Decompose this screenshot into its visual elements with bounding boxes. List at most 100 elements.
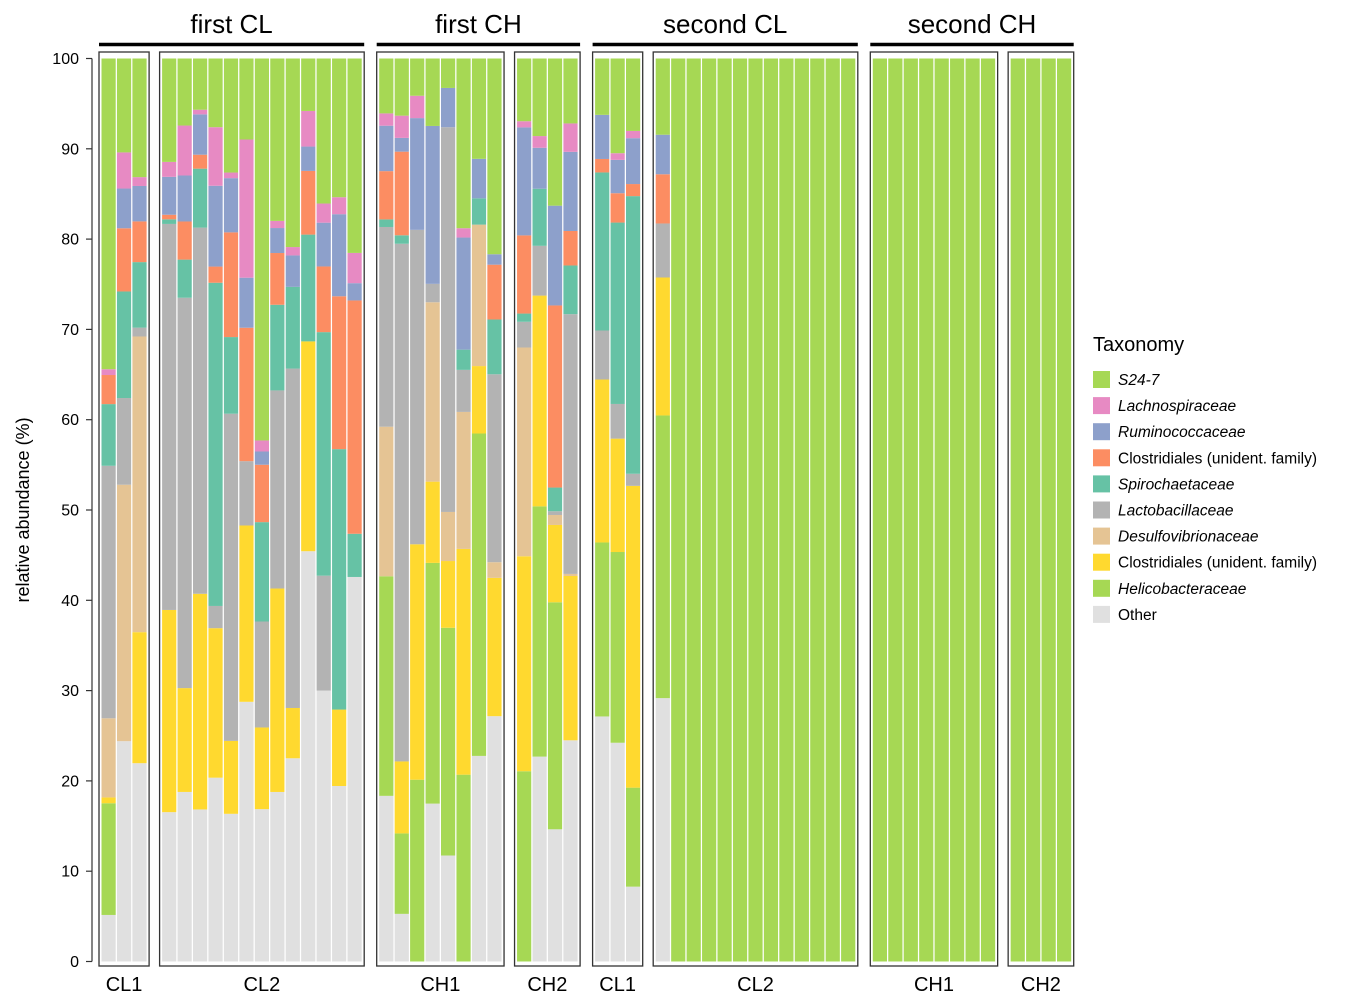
sample-bar bbox=[547, 58, 563, 962]
bar-segment-desulfovibrionaceae bbox=[116, 484, 132, 742]
bar-segment-lactobacillaceae bbox=[116, 398, 132, 485]
bar-segment-clostridiales-unident-family bbox=[193, 593, 208, 810]
sample-bar bbox=[825, 58, 840, 962]
legend-label: Lachnospiraceae bbox=[1118, 398, 1236, 415]
y-tick-label: 90 bbox=[61, 141, 79, 158]
sample-bar bbox=[456, 58, 471, 962]
bar-segment-spirochaetaceae bbox=[193, 168, 208, 228]
bar-segment-clostridiales-unident-family bbox=[563, 230, 578, 266]
bar-segment-clostridiales-unident-family bbox=[347, 300, 362, 534]
sample-bar bbox=[919, 58, 934, 962]
bar-segment-lachnospiraceae bbox=[610, 153, 625, 160]
bar-segment-other bbox=[547, 829, 563, 962]
bar-segment-clostridiales-unident-family bbox=[410, 544, 425, 780]
group-title: first CH bbox=[435, 9, 522, 39]
bar-segment-desulfovibrionaceae bbox=[563, 573, 578, 576]
bar-segment-lachnospiraceae bbox=[223, 172, 239, 179]
panel-ch2: CH2 bbox=[1007, 51, 1075, 996]
bar-segment-s24-7 bbox=[517, 58, 532, 122]
sample-bar bbox=[410, 58, 425, 962]
bar-segment-spirochaetaceae bbox=[595, 172, 610, 331]
bar-segment-lactobacillaceae bbox=[285, 368, 300, 708]
bar-segment-lactobacillaceae bbox=[132, 327, 147, 337]
sample-bar bbox=[1041, 58, 1056, 962]
sample-bar bbox=[1010, 58, 1025, 962]
bar-segment-other bbox=[626, 886, 641, 962]
bar-segment-helicobacteraceae bbox=[410, 779, 425, 962]
bar-segment-desulfovibrionaceae bbox=[517, 347, 532, 557]
bar-segment-clostridiales-unident-family bbox=[177, 688, 192, 792]
bar-segment-clostridiales-unident-family bbox=[547, 524, 563, 603]
bar-segment-other bbox=[162, 812, 177, 962]
bar-segment-clostridiales-unident-family bbox=[487, 264, 502, 320]
bar-segment-other bbox=[316, 690, 331, 962]
bar-segment-spirochaetaceae bbox=[223, 337, 239, 414]
bar-segment-clostridiales-unident-family bbox=[626, 485, 641, 788]
bar-segment-other bbox=[563, 740, 578, 962]
bar-segment-s24-7 bbox=[779, 58, 794, 962]
legend-item-other: Other bbox=[1093, 605, 1157, 624]
bar-segment-spirochaetaceae bbox=[563, 265, 578, 315]
bar-segment-other bbox=[208, 777, 223, 962]
bar-segment-other bbox=[177, 791, 192, 962]
sample-bar bbox=[471, 58, 487, 962]
bar-segment-lactobacillaceae bbox=[626, 473, 641, 486]
bar-segment-other bbox=[132, 763, 147, 962]
bar-segment-other bbox=[610, 742, 625, 962]
bar-segment-ruminococcaceae bbox=[270, 228, 285, 254]
bar-segment-clostridiales-unident-family bbox=[223, 740, 239, 814]
bar-segment-ruminococcaceae bbox=[208, 185, 223, 267]
bar-segment-s24-7 bbox=[732, 58, 748, 962]
bar-segment-other bbox=[347, 576, 362, 962]
sample-bar bbox=[101, 58, 116, 962]
group-first-cl: CL1 CL2 first CL bbox=[98, 9, 365, 996]
panel-label: CL2 bbox=[737, 974, 774, 996]
bar-segment-helicobacteraceae bbox=[547, 602, 563, 830]
legend-item-clostridiales-unident-family: Clostridiales (unident. family) bbox=[1093, 553, 1317, 572]
bar-segment-ruminococcaceae bbox=[347, 283, 362, 301]
bar-segment-clostridiales-unident-family bbox=[208, 266, 223, 283]
group-title: second CL bbox=[663, 9, 787, 39]
bar-segment-lachnospiraceae bbox=[162, 161, 177, 177]
legend: Taxonomy S24-7 Lachnospiraceae Ruminococca… bbox=[1093, 334, 1317, 624]
bar-segment-clostridiales-unident-family bbox=[610, 438, 625, 553]
bar-segment-s24-7 bbox=[965, 58, 980, 962]
bar-segment-clostridiales-unident-family bbox=[193, 154, 208, 169]
y-tick-label: 30 bbox=[61, 683, 79, 700]
bar-segment-clostridiales-unident-family bbox=[208, 628, 223, 778]
bar-segment-clostridiales-unident-family bbox=[532, 295, 547, 507]
bar-segment-clostridiales-unident-family bbox=[101, 375, 116, 405]
panel-border bbox=[158, 51, 365, 967]
bar-segment-clostridiales-unident-family bbox=[301, 341, 316, 552]
bar-segment-lactobacillaceae bbox=[563, 314, 578, 574]
bar-segment-clostridiales-unident-family bbox=[301, 170, 316, 235]
bar-segment-s24-7 bbox=[223, 58, 239, 173]
bar-segment-clostridiales-unident-family bbox=[610, 193, 625, 223]
legend-label: Ruminococcaceae bbox=[1118, 424, 1246, 441]
sample-bar bbox=[1026, 58, 1041, 962]
bar-segment-spirochaetaceae bbox=[610, 222, 625, 404]
bar-segment-desulfovibrionaceae bbox=[101, 718, 116, 798]
bar-segment-s24-7 bbox=[1026, 58, 1041, 962]
bar-segment-other bbox=[285, 758, 300, 962]
bar-segment-other bbox=[101, 914, 116, 962]
bar-segment-s24-7 bbox=[316, 58, 331, 204]
bar-segment-clostridiales-unident-family bbox=[162, 609, 177, 813]
bar-segment-s24-7 bbox=[116, 58, 132, 153]
bar-segment-s24-7 bbox=[655, 58, 670, 135]
bar-segment-lachnospiraceae bbox=[410, 95, 425, 119]
bar-segment-spirochaetaceae bbox=[285, 286, 300, 369]
bar-segment-ruminococcaceae bbox=[162, 176, 177, 215]
bar-segment-ruminococcaceae bbox=[441, 87, 456, 128]
panel-ch2: CH2 bbox=[513, 51, 581, 996]
legend-label: Clostridiales (unident. family) bbox=[1118, 450, 1317, 467]
bar-segment-s24-7 bbox=[547, 58, 563, 206]
panel-label: CL2 bbox=[244, 974, 281, 996]
bar-segment-clostridiales-unident-family bbox=[517, 556, 532, 772]
bar-segment-s24-7 bbox=[841, 58, 856, 962]
y-axis: 0 10 20 30 40 50 60 70 80 90 100 bbox=[52, 51, 93, 971]
sample-bar bbox=[441, 58, 456, 962]
bar-segment-s24-7 bbox=[903, 58, 918, 962]
bar-segment-desulfovibrionaceae bbox=[471, 224, 487, 367]
bar-segment-lachnospiraceae bbox=[116, 152, 132, 189]
